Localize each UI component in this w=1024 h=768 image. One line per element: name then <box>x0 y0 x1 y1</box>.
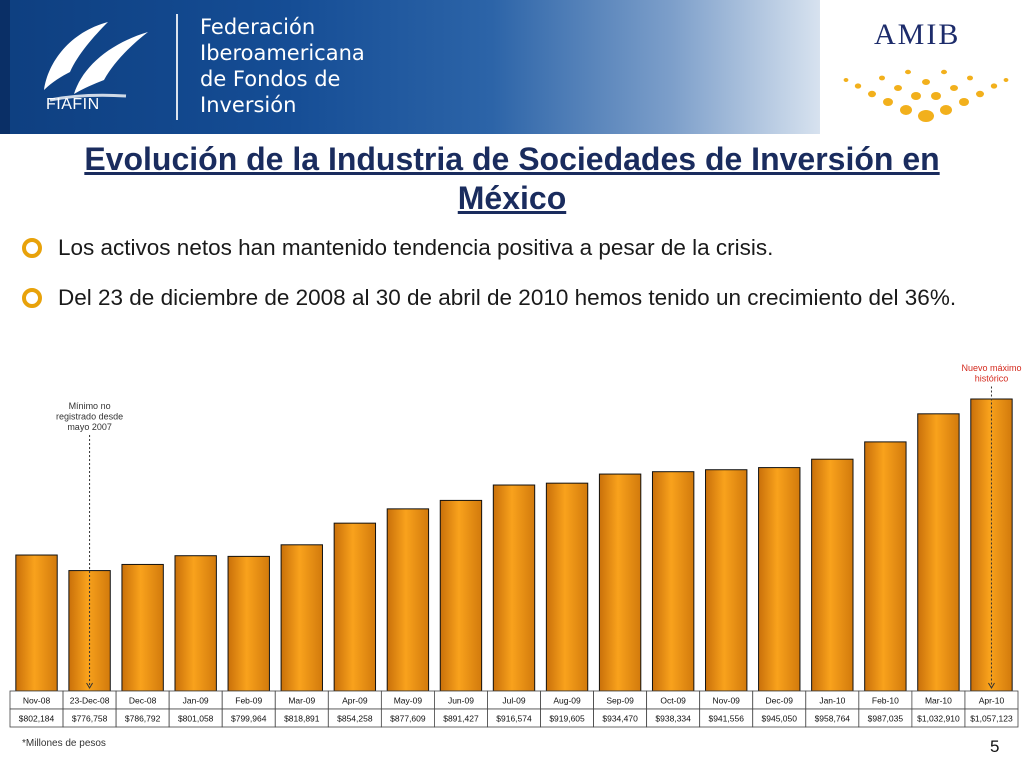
assets-bar-chart: Nov-08 $802,184 23-Dec-08 $776,758 Dec-08 $78… <box>9 363 1021 728</box>
chart-bar <box>68 570 111 692</box>
category-label: Jan-09 <box>183 696 209 706</box>
annotation-text: histórico <box>975 374 1009 384</box>
category-label: Nov-08 <box>23 696 51 706</box>
chart-bar <box>121 563 164 692</box>
category-label: Jul-09 <box>502 696 525 706</box>
amib-dots-logo-icon <box>843 69 1009 122</box>
category-label: Jun-09 <box>448 696 474 706</box>
value-label: $776,758 <box>72 714 108 724</box>
value-label: $786,792 <box>125 714 161 724</box>
bullet-text: Del 23 de diciembre de 2008 al 30 de abr… <box>58 285 957 310</box>
fiafin-logo-text: FIAFIN <box>46 96 100 113</box>
header-divider <box>176 14 178 120</box>
amib-logo-text: AMIB <box>874 18 961 51</box>
chart-bar <box>280 544 323 692</box>
value-label: $877,609 <box>390 714 426 724</box>
value-label: $919,605 <box>549 714 585 724</box>
category-label: Apr-10 <box>979 696 1005 706</box>
category-label: Mar-09 <box>288 696 315 706</box>
bullet-circle-icon <box>22 238 42 258</box>
category-label: Sep-09 <box>606 696 634 706</box>
value-label: $799,964 <box>231 714 267 724</box>
footnote: *Millones de pesos <box>22 738 106 749</box>
bullet-text: Los activos netos han mantenido tendenci… <box>58 235 774 260</box>
chart-bar <box>598 473 642 692</box>
chart-bar <box>492 484 536 692</box>
category-label: Feb-10 <box>872 696 899 706</box>
annotation-arrow-icon <box>86 682 94 689</box>
chart-bar <box>917 413 960 692</box>
annotation-arrow-icon <box>988 682 995 689</box>
chart-bar <box>227 555 270 692</box>
category-label: Jan-10 <box>819 696 845 706</box>
value-label: $945,050 <box>762 714 798 724</box>
category-label: Dec-09 <box>766 696 794 706</box>
value-label: $891,427 <box>443 714 479 724</box>
annotation-text: Mínimo no <box>69 401 111 411</box>
category-label: May-09 <box>394 696 423 706</box>
organization-name-line: de Fondos de <box>200 67 341 91</box>
value-label: $934,470 <box>602 714 638 724</box>
value-label: $938,334 <box>655 714 691 724</box>
page-number: 5 <box>990 737 1000 756</box>
bullet-circle-icon <box>22 288 42 308</box>
value-label: $958,764 <box>815 714 851 724</box>
category-label: Feb-09 <box>235 696 262 706</box>
bullet-item: Del 23 de diciembre de 2008 al 30 de abr… <box>22 282 982 314</box>
value-label: $987,035 <box>868 714 904 724</box>
annotation-text: mayo 2007 <box>67 422 112 432</box>
value-label: $1,032,910 <box>917 714 960 724</box>
fiafin-logo-icon <box>44 22 148 102</box>
category-label: Apr-09 <box>342 696 368 706</box>
organization-name-line: Iberoamericana <box>200 41 365 65</box>
value-label: $941,556 <box>708 714 744 724</box>
slide-title: Evolución de la Industria de Sociedades … <box>84 141 940 216</box>
chart-bar <box>174 555 217 692</box>
category-label: Oct-09 <box>660 696 686 706</box>
chart-bar <box>15 554 58 692</box>
category-label: 23-Dec-08 <box>70 696 110 706</box>
category-label: Mar-10 <box>925 696 952 706</box>
value-label: $801,058 <box>178 714 214 724</box>
organization-name-line: Inversión <box>200 93 297 117</box>
chart-bar <box>811 458 854 692</box>
value-label: $916,574 <box>496 714 532 724</box>
category-label: Aug-09 <box>553 696 581 706</box>
chart-bar <box>439 499 483 692</box>
chart-bar <box>651 471 695 692</box>
annotation-text: registrado desde <box>56 412 123 422</box>
value-label: $802,184 <box>19 714 55 724</box>
annotation-text: Nuevo máximo <box>961 363 1021 373</box>
chart-bar <box>386 508 430 692</box>
value-label: $1,057,123 <box>970 714 1013 724</box>
chart-bar <box>758 467 801 692</box>
chart-bar <box>333 522 377 692</box>
category-label: Nov-09 <box>713 696 741 706</box>
value-label: $854,258 <box>337 714 373 724</box>
banner-edge-band <box>0 0 10 134</box>
bullet-item: Los activos netos han mantenido tendenci… <box>22 232 982 264</box>
organization-name: Federación Iberoamericana de Fondos de I… <box>200 14 365 118</box>
header-banner: FIAFIN Federación Iberoamericana de Fond… <box>0 0 820 134</box>
table-cell <box>964 708 1019 728</box>
category-label: Dec-08 <box>129 696 157 706</box>
chart-bar <box>705 469 748 692</box>
value-label: $818,891 <box>284 714 320 724</box>
chart-bar <box>864 441 907 692</box>
organization-name-line: Federación <box>200 15 316 39</box>
chart-bar <box>545 482 589 692</box>
